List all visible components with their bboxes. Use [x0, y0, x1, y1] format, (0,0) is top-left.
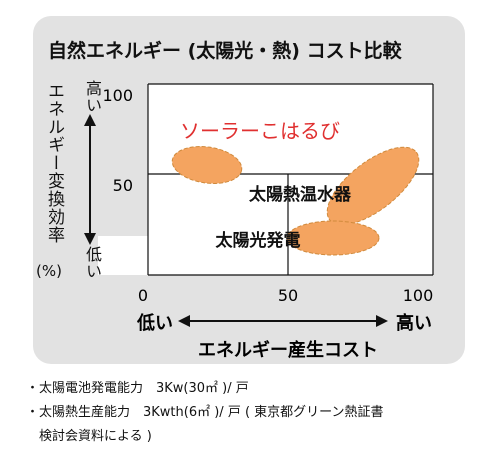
- y-low-label: 低い: [83, 246, 102, 280]
- region-ellipse-1: [171, 146, 243, 184]
- region-label-1: ソーラーこはるび: [180, 119, 340, 143]
- region-ellipse-2: [326, 146, 420, 226]
- x-tick-label-50: 50: [278, 286, 298, 305]
- note-line-3: 検討会資料による ): [26, 429, 152, 444]
- chart-title: 自然エネルギー (太陽光・熱) コスト比較: [48, 40, 402, 62]
- x-low-label: 低い: [136, 312, 173, 334]
- region-label-2: 太陽熱温水器: [249, 184, 352, 205]
- y-high-label: 高い: [83, 80, 102, 114]
- note-line-1: ・太陽電池発電能力 3Kw(30㎡ )/ 戸: [26, 381, 249, 396]
- x-axis-arrow-right-head: [376, 315, 388, 327]
- x-tick-label-100: 100: [403, 286, 434, 305]
- y-axis-arrow-up-head: [84, 114, 96, 126]
- note-line-2: ・太陽熱生産能力 3Kwth(6㎡ )/ 戸 ( 東京都グリーン熱証書: [26, 405, 384, 420]
- region-ellipse-3: [286, 220, 380, 256]
- x-high-label: 高い: [396, 312, 432, 334]
- y-axis-unit: (%): [36, 262, 62, 280]
- y-axis-title: エネルギー変換効率: [44, 82, 64, 244]
- x-tick-label-0: 0: [138, 286, 148, 305]
- region-label-3: 太陽光発電: [216, 230, 301, 251]
- x-axis-title: エネルギー産生コスト: [198, 339, 378, 361]
- y-tick-label-50: 50: [113, 176, 133, 195]
- y-tick-label-100: 100: [102, 86, 133, 105]
- y-axis-arrow-down-head: [84, 233, 96, 245]
- x-axis-arrow-left-head: [178, 315, 190, 327]
